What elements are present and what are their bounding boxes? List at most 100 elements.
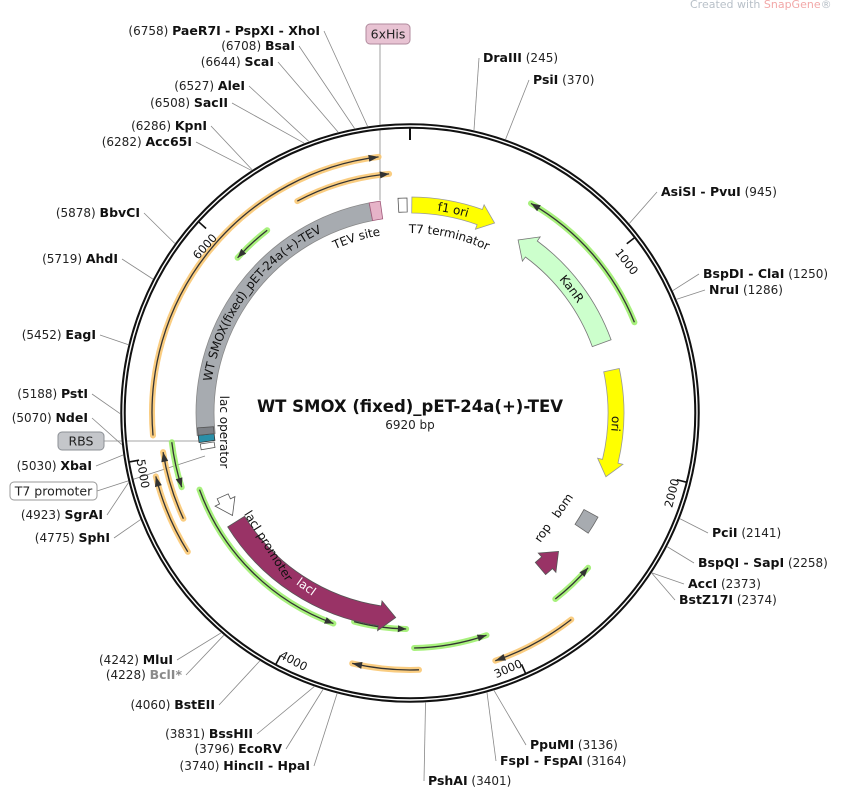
enzyme-site-label[interactable]: (6758) PaeR7I - PspXI - XhoI [128,23,320,38]
enzyme-leader-line [185,635,225,676]
enzyme-site-label[interactable]: PsiI (370) [533,72,594,87]
enzyme-leader-line [113,519,141,539]
enzyme-name: BsaI [265,38,295,53]
boxed-label-box[interactable] [9,481,98,501]
enzyme-site-label[interactable]: BstZ17I (2374) [679,592,777,607]
enzyme-name: BstZ17I [679,592,733,607]
enzyme-site-label[interactable]: (6282) Acc65I [102,134,192,149]
enzyme-site-label[interactable]: (5452) EagI [22,327,96,342]
enzyme-site-label[interactable]: (5878) BbvCI [56,205,140,220]
feature-rop[interactable] [534,550,559,576]
enzyme-name: XbaI [60,458,92,473]
enzyme-site-label[interactable]: PshAI (3401) [428,773,511,788]
feature-ori[interactable] [596,368,625,478]
enzyme-name: PshAI [428,773,468,788]
watermark-prefix: Created with [690,0,764,11]
enzyme-site-label[interactable]: BspQI - SapI (2258) [698,555,828,570]
enzyme-site-label[interactable]: PpuMI (3136) [530,737,618,752]
enzyme-site-label[interactable]: AccI (2373) [688,576,761,591]
enzyme-leader-line [210,125,253,171]
enzyme-position: (5188) [17,387,61,401]
enzyme-site-label[interactable]: PciI (2141) [712,525,781,540]
tick-label: 5000 [134,458,153,489]
primer-arrow[interactable] [149,153,382,439]
enzyme-position: (4775) [35,531,79,545]
feature-cds-start[interactable] [197,426,215,436]
tick-mark [520,664,527,674]
primer-arrow[interactable] [552,564,592,602]
primer-arrow[interactable] [196,486,337,627]
primer-arrow[interactable] [294,170,393,205]
enzyme-site-label[interactable]: (3740) HincII - HpaI [180,758,310,773]
enzyme-site-label[interactable]: (6508) SacII [150,95,228,110]
feature-lac-operator[interactable] [199,441,216,451]
enzyme-site-label[interactable]: AsiSI - PvuI (945) [661,184,777,199]
enzyme-site-label[interactable]: (6286) KpnI [131,118,207,133]
enzyme-site-label[interactable]: (4242) MluI [99,652,173,667]
primer-arrow[interactable] [349,660,422,673]
enzyme-position: (4228) [106,668,150,682]
enzyme-name: BstEII [174,697,215,712]
boxed-label-box[interactable] [365,23,411,45]
feature-t7-terminator[interactable] [397,197,408,213]
feature-tev-site[interactable] [368,200,384,222]
enzyme-site-label[interactable]: (5070) NdeI [12,410,88,425]
enzyme-site-label[interactable]: (5719) AhdI [42,251,118,266]
primer-arrow[interactable] [152,473,191,555]
primer-arrow[interactable] [492,616,575,664]
enzyme-name: ScaI [245,54,275,69]
enzyme-site-label[interactable]: FspI - FspAI (3164) [500,753,626,768]
enzyme-name: DraIII [483,50,522,65]
primer-arrow[interactable] [168,439,185,491]
enzyme-site-label[interactable]: (3831) BssHII [165,726,253,741]
enzyme-position: (6508) [150,96,194,110]
enzyme-leader-line [176,632,222,661]
enzyme-site-label[interactable]: (6708) BsaI [221,38,295,53]
enzyme-site-label[interactable]: DraIII (245) [483,50,558,65]
enzyme-name: PstI [61,386,88,401]
enzyme-leader-line [298,45,355,129]
enzyme-site-label[interactable]: (4775) SphI [35,530,110,545]
feature-bom[interactable] [574,508,599,534]
primer-arrows [149,153,638,673]
feature-f1-ori[interactable] [411,196,496,230]
primer-arrow[interactable] [160,449,187,522]
enzyme-site-label[interactable]: (5188) PstI [17,386,88,401]
enzyme-leader-line [256,686,315,735]
enzyme-leader-line [218,660,261,706]
boxed-label-box[interactable] [57,431,105,451]
feature-laci[interactable] [227,515,397,632]
feature-laci-promoter[interactable] [214,493,236,517]
boxed-label-text: 6xHis [371,27,406,42]
enzyme-site-label[interactable]: (3796) EcoRV [194,741,282,756]
enzyme-position: (3796) [194,742,238,756]
feature-kanr[interactable] [517,236,612,348]
tick-label: 1000 [612,246,641,278]
enzyme-position: (2373) [717,577,761,591]
enzyme-position: (370) [558,73,594,87]
enzyme-leader-line [91,393,121,414]
enzyme-position: (5030) [17,459,61,473]
enzyme-leader-line [672,273,700,291]
enzyme-site-label[interactable]: (6644) ScaI [201,54,274,69]
enzyme-site-label[interactable]: (4228) BclI* [106,667,183,682]
enzyme-site-label[interactable]: (5030) XbaI [17,458,92,473]
primer-arrow[interactable] [411,632,490,651]
enzyme-site-label[interactable]: (4060) BstEII [130,697,215,712]
enzyme-leader-line [505,79,530,140]
enzyme-site-label[interactable]: BspDI - ClaI (1250) [703,266,828,281]
enzyme-name: AccI [688,576,717,591]
enzyme-site-label[interactable]: (4923) SgrAI [21,507,103,522]
enzyme-site-label[interactable]: NruI (1286) [709,282,783,297]
primer-arrow[interactable] [234,227,271,261]
enzyme-leader-line [473,57,480,131]
enzyme-site-label[interactable]: (6527) AleI [174,78,245,93]
enzyme-position: (3831) [165,727,209,741]
enzyme-name: NdeI [55,410,88,425]
enzyme-position: (4242) [99,653,143,667]
enzyme-position: (5452) [22,328,66,342]
primer-arrow[interactable] [528,200,638,326]
enzyme-position: (6286) [131,119,175,133]
enzyme-name: AleI [218,78,245,93]
